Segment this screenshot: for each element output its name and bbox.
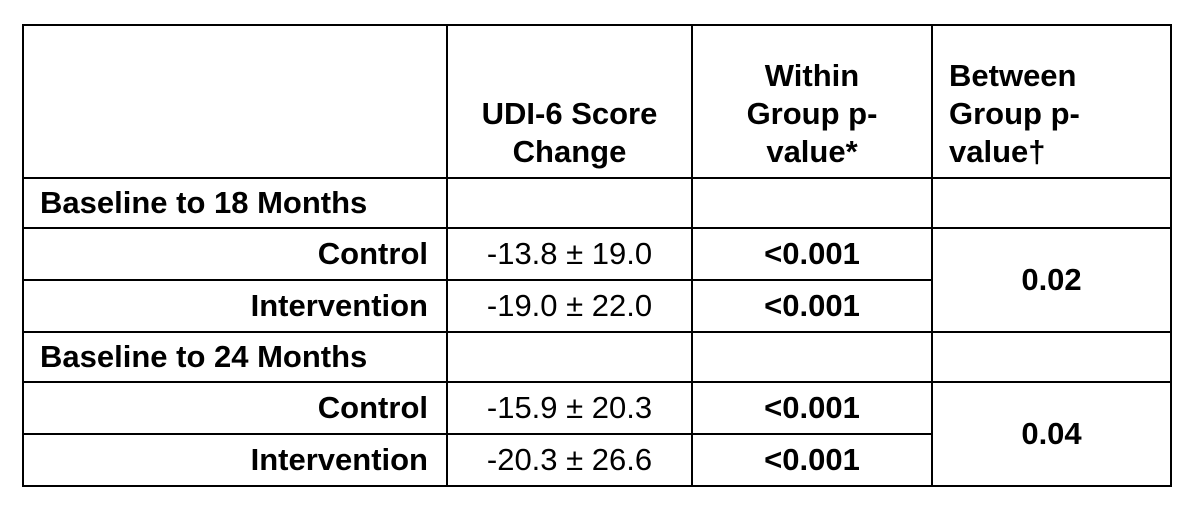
- header-between-line-3: value†: [949, 134, 1046, 169]
- header-between-line-1: Between: [949, 58, 1077, 93]
- within-p-value: <0.001: [691, 381, 933, 435]
- group-label: Control: [22, 227, 448, 281]
- section-label: Baseline to 18 Months: [22, 177, 448, 229]
- header-empty-cell: [22, 24, 448, 179]
- empty-cell: [931, 177, 1172, 229]
- header-within-p: Within Group p- value*: [691, 24, 933, 179]
- header-within-line-1: Within: [764, 58, 860, 93]
- score-change-value: -19.0 ± 22.0: [446, 279, 693, 333]
- within-p-value: <0.001: [691, 433, 933, 487]
- empty-cell: [446, 331, 693, 383]
- group-label: Intervention: [22, 433, 448, 487]
- section-row: Baseline to 24 Months: [22, 331, 1172, 383]
- header-score-change-line-1: UDI-6 Score: [481, 96, 658, 131]
- header-row: UDI-6 Score Change Within Group p- value…: [22, 24, 1172, 179]
- group-label: Control: [22, 381, 448, 435]
- within-p-value: <0.001: [691, 279, 933, 333]
- results-table: UDI-6 Score Change Within Group p- value…: [22, 24, 1172, 487]
- score-change-value: -20.3 ± 26.6: [446, 433, 693, 487]
- header-score-change: UDI-6 Score Change: [446, 24, 693, 179]
- score-change-value: -15.9 ± 20.3: [446, 381, 693, 435]
- empty-cell: [931, 331, 1172, 383]
- table-row: Intervention -20.3 ± 26.6 <0.001: [22, 433, 1171, 487]
- header-between-line-2: Group p-: [949, 96, 1080, 131]
- score-change-value: -13.8 ± 19.0: [446, 227, 693, 281]
- between-p-value: 0.02: [931, 227, 1172, 333]
- table-row: Intervention -19.0 ± 22.0 <0.001: [22, 279, 1171, 333]
- header-score-change-line-2: Change: [512, 134, 627, 169]
- section-row: Baseline to 18 Months: [22, 177, 1172, 229]
- empty-cell: [446, 177, 693, 229]
- table-row: Control -15.9 ± 20.3 <0.001 0.04: [22, 381, 1172, 487]
- header-between-p: Between Group p- value†: [931, 24, 1172, 179]
- group-label: Intervention: [22, 279, 448, 333]
- between-p-value: 0.04: [931, 381, 1172, 487]
- empty-cell: [691, 177, 933, 229]
- header-within-line-2: Group p-: [746, 96, 878, 131]
- empty-cell: [691, 331, 933, 383]
- section-label: Baseline to 24 Months: [22, 331, 448, 383]
- table-row: Control -13.8 ± 19.0 <0.001 0.02: [22, 227, 1172, 333]
- within-p-value: <0.001: [691, 227, 933, 281]
- header-within-line-3: value*: [766, 134, 858, 169]
